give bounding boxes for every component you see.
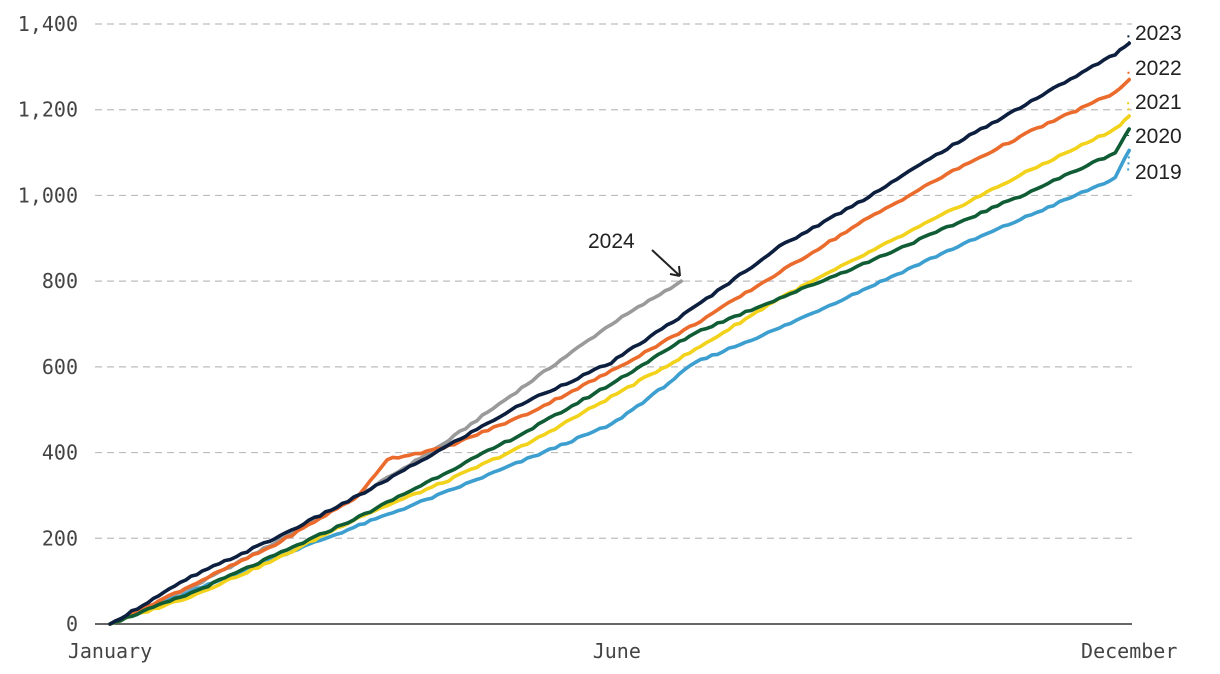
projection-2022 bbox=[1127, 67, 1131, 80]
y-axis-ticks: 0 200 400 600 800 1,000 1,200 1,400 bbox=[18, 12, 78, 636]
y-tick-label: 400 bbox=[42, 441, 78, 465]
annotation-arrow bbox=[651, 249, 681, 277]
y-tick-label: 1,400 bbox=[18, 12, 78, 36]
y-tick-label: 800 bbox=[42, 269, 78, 293]
series-line-2022 bbox=[108, 77, 1131, 626]
series-line-2020 bbox=[108, 127, 1131, 626]
y-tick-label: 200 bbox=[42, 526, 78, 550]
x-tick-label: January bbox=[68, 639, 152, 663]
series-lines bbox=[108, 41, 1131, 626]
series-label-2019: 2019 bbox=[1135, 161, 1182, 184]
projection-2019 bbox=[1127, 150, 1131, 173]
series-label-2022: 2022 bbox=[1135, 57, 1182, 80]
series-label-2021: 2021 bbox=[1135, 91, 1182, 114]
y-tick-label: 0 bbox=[66, 612, 78, 636]
gridlines bbox=[95, 23, 1132, 625]
annotation-label-2024: 2024 bbox=[588, 230, 635, 253]
y-tick-label: 1,200 bbox=[18, 98, 78, 122]
series-line-2023 bbox=[108, 41, 1131, 626]
y-tick-label: 600 bbox=[42, 355, 78, 379]
annotation-2024: 2024 bbox=[588, 230, 681, 277]
x-tick-label: June bbox=[593, 639, 641, 663]
series-line-2019 bbox=[108, 148, 1131, 626]
x-tick-label: December bbox=[1081, 639, 1177, 663]
y-tick-label: 1,000 bbox=[18, 183, 78, 207]
series-label-2020: 2020 bbox=[1135, 125, 1182, 148]
series-label-2023: 2023 bbox=[1135, 22, 1182, 45]
projection-2021 bbox=[1127, 101, 1131, 117]
series-labels: 2019 2020 2021 2022 2023 bbox=[1135, 22, 1182, 184]
series-line-2021 bbox=[108, 114, 1131, 626]
x-axis-ticks: January June December bbox=[68, 639, 1178, 663]
